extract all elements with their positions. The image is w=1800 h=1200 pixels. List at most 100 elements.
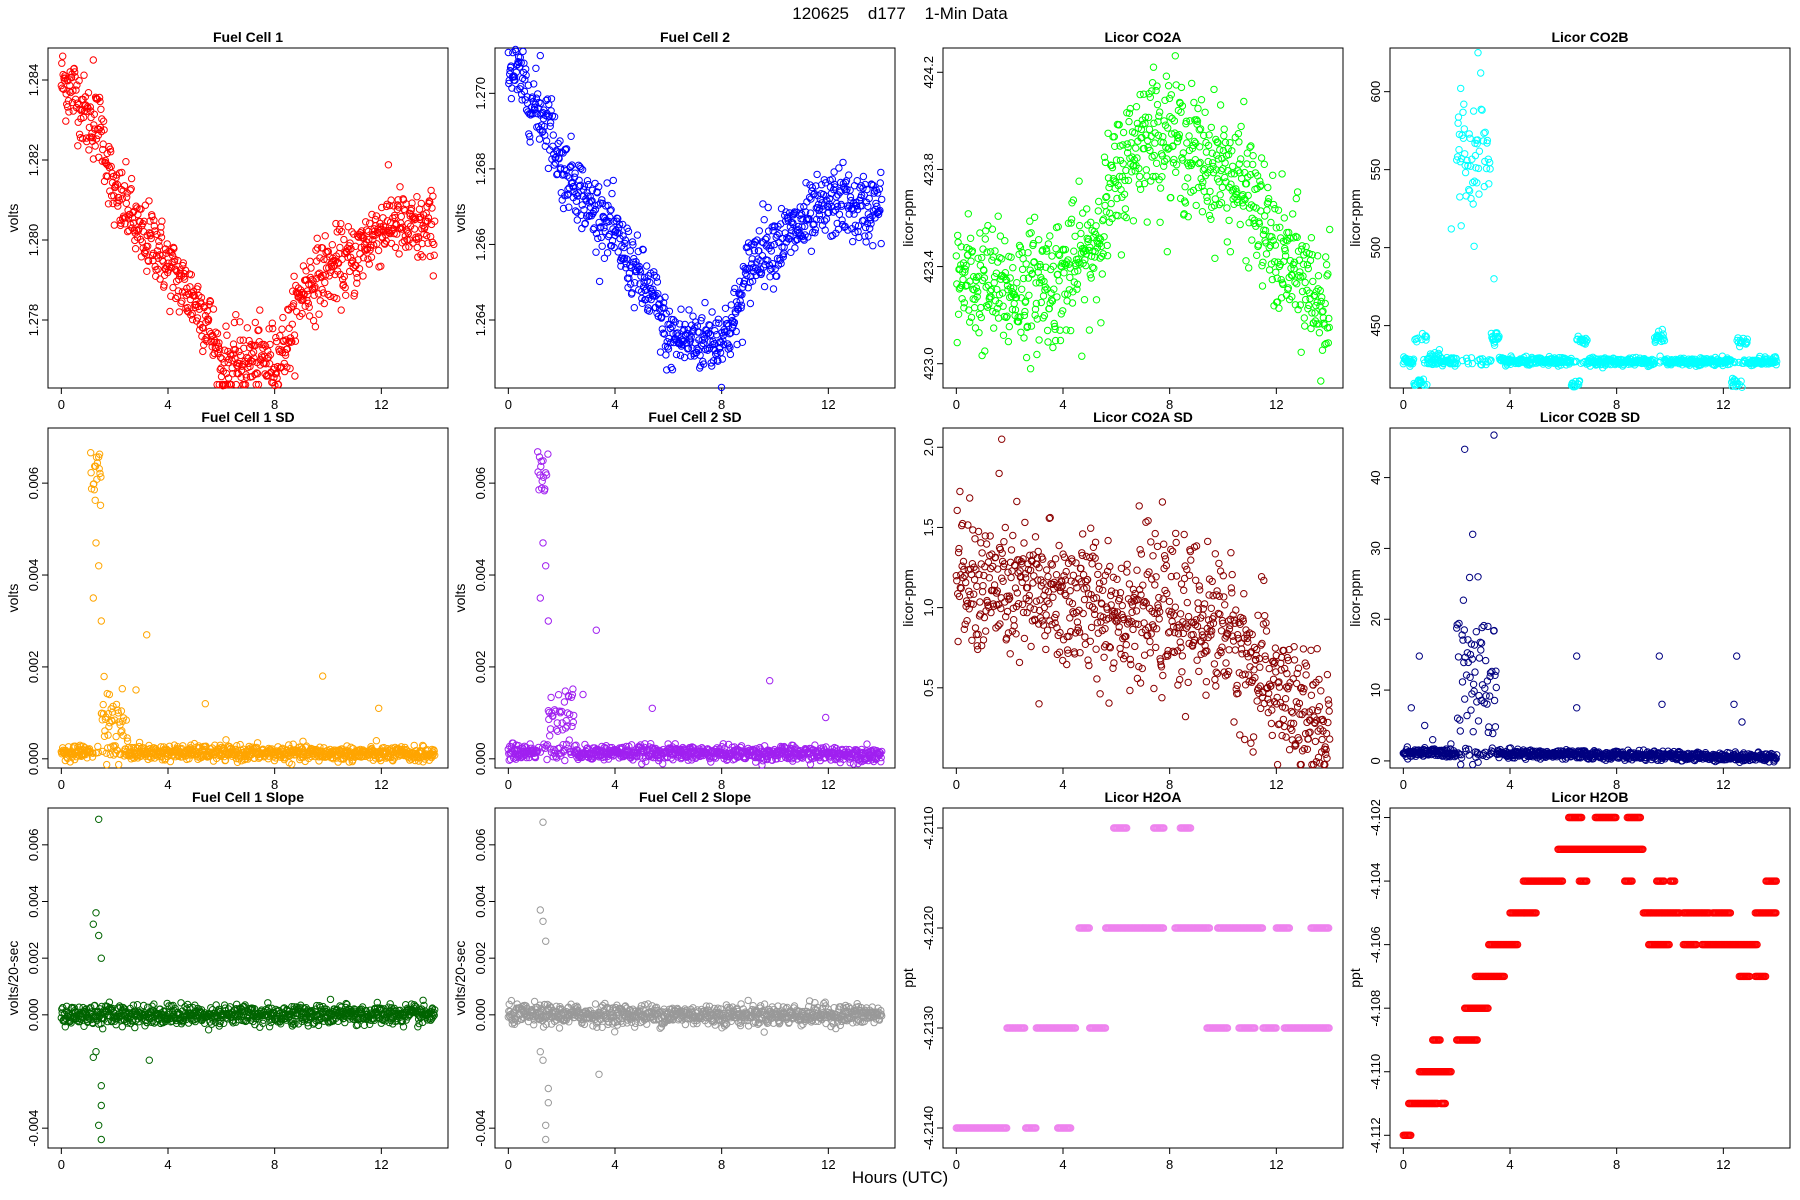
data-point [351,242,360,251]
data-point [738,338,747,346]
data-point [1171,52,1180,60]
x-tick-label: 4 [1059,397,1066,412]
data-point [1025,291,1033,299]
data-point [368,210,376,219]
data-point [99,145,107,154]
data-point [318,244,327,252]
data-point [378,203,386,212]
data-point [1477,69,1485,77]
data-point [372,737,381,745]
data-point [1465,130,1473,138]
data-point [584,180,593,189]
data-point [157,233,166,242]
data-point [397,212,405,221]
data-point [193,314,202,322]
data-point [232,380,240,389]
data-point [197,293,206,302]
data-point [544,450,552,458]
data-point [340,272,348,281]
data-point [150,216,158,225]
y-tick-label: 500 [1368,237,1383,259]
data-point [653,278,662,286]
data-point [569,718,577,726]
data-point [1192,201,1200,210]
data-point [95,93,104,102]
data-point [209,351,217,359]
data-point [999,331,1008,339]
data-point [286,364,294,373]
y-tick-label: 0.006 [473,467,488,500]
data-point [265,325,273,333]
data-point [1068,299,1077,307]
data-point [1293,188,1302,196]
data-point [630,304,638,312]
data-point [547,693,555,702]
data-point [1475,147,1484,155]
data-point [379,214,387,222]
x-tick-label: 12 [821,397,835,412]
data-point [1004,337,1013,346]
data-point [877,168,885,177]
data-point [1269,200,1278,209]
data-point [222,736,230,744]
data-point [769,285,778,293]
data-point [1322,253,1330,261]
data-point [1264,183,1272,192]
data-point [507,94,516,103]
data-point [188,309,196,318]
data-point [110,221,119,229]
data-point [98,115,106,123]
data-point [269,324,277,333]
data-point [1278,170,1286,178]
x-tick-label: 0 [1400,397,1407,412]
data-point [236,336,244,344]
data-point [247,340,256,349]
data-point [365,260,373,268]
data-point [404,220,412,228]
data-point [1083,205,1091,213]
y-tick-label: 1.280 [26,224,41,257]
data-point [352,269,361,277]
data-point [100,672,108,681]
data-point [1203,197,1212,205]
y-tick-label: 423.8 [921,153,936,186]
data-point [124,214,133,222]
data-point [289,287,297,295]
data-point [1055,277,1063,285]
data-point [333,228,341,236]
data-point [154,265,162,273]
y-tick-label: 1.270 [473,77,488,110]
data-point [839,158,847,167]
data-point [344,223,352,231]
data-point [1119,128,1128,137]
data-point [375,704,383,712]
y-axis-label: volts [5,584,21,613]
y-tick-label: 550 [1368,159,1383,181]
data-point [1461,150,1469,158]
data-point [187,311,195,319]
data-point [284,338,292,347]
data-point [561,756,569,765]
data-point [1156,218,1164,227]
data-point [1240,97,1248,106]
data-point [410,225,419,233]
data-point [1142,166,1151,174]
data-point [418,239,426,248]
data-point [341,283,349,292]
data-point [546,732,554,740]
data-point [1146,93,1155,102]
data-point [1092,296,1101,304]
data-point [1127,139,1135,147]
data-point [188,315,197,324]
data-point [129,209,137,217]
data-point [319,289,328,297]
data-point [1163,248,1172,256]
data-point [991,247,999,255]
data-point [278,325,286,333]
data-point [228,370,237,378]
panel-title: Fuel Cell 1 [213,29,283,45]
data-point [813,170,821,179]
data-point [1148,79,1157,87]
data-point [677,305,685,313]
